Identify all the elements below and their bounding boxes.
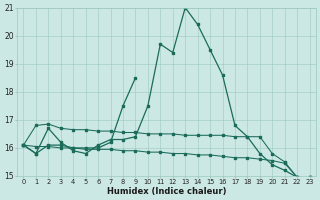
X-axis label: Humidex (Indice chaleur): Humidex (Indice chaleur) bbox=[107, 187, 226, 196]
